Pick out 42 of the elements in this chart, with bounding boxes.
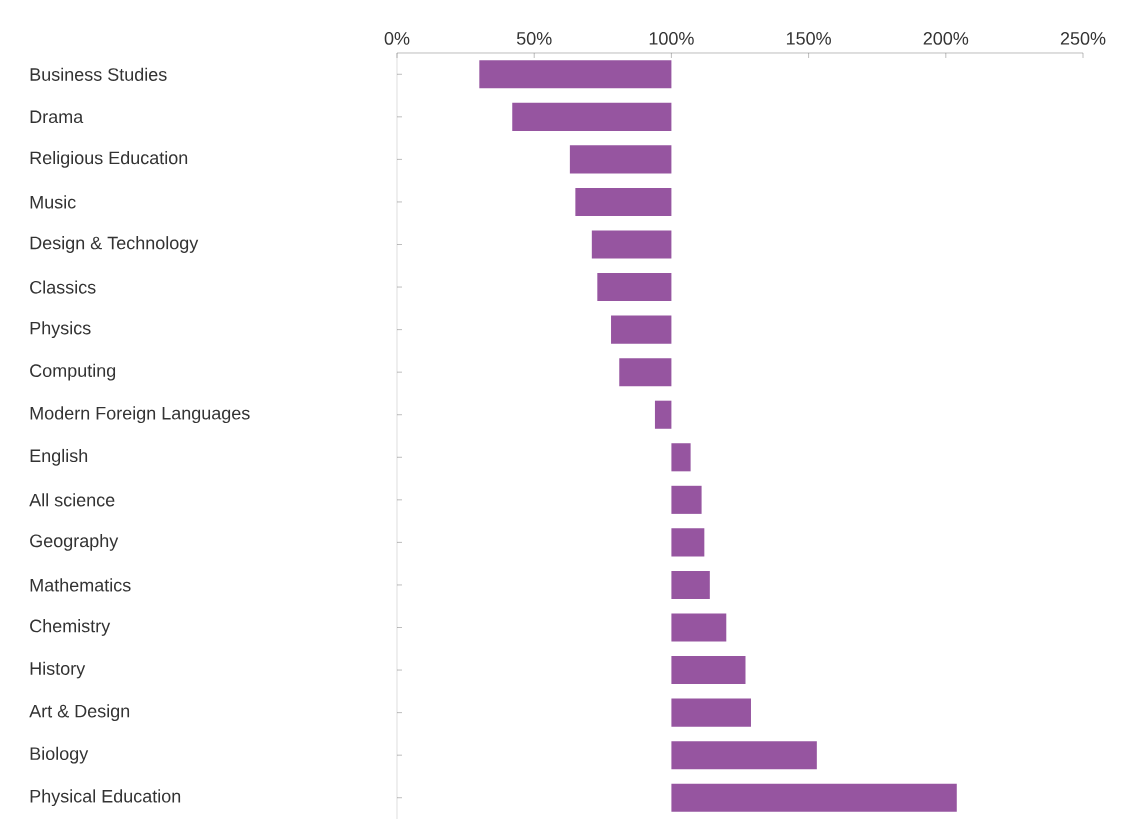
bar xyxy=(619,358,672,387)
y-tick-label: All science xyxy=(29,493,115,507)
y-tick-label: History xyxy=(30,661,86,679)
y-tick-label: Computing xyxy=(30,363,116,381)
bar xyxy=(591,230,672,259)
bar xyxy=(575,187,672,216)
x-tick-label: 150% xyxy=(786,32,831,45)
y-tick-label: Modern Foreign Languages xyxy=(30,406,250,424)
bar xyxy=(597,273,672,302)
y-tick-label: Art & Design xyxy=(29,704,130,722)
bar xyxy=(671,656,746,685)
y-tick-label: Geography xyxy=(30,534,119,551)
y-tick-label: English xyxy=(30,448,88,466)
x-tick-label: 250% xyxy=(1060,32,1106,45)
bar xyxy=(569,145,672,174)
x-tick-label: 0% xyxy=(384,32,410,45)
y-tick-label: Physics xyxy=(30,321,91,338)
bar xyxy=(671,443,691,472)
y-tick-label: Design & Technology xyxy=(30,236,199,253)
y-tick-label: Biology xyxy=(30,746,89,764)
x-tick-label: 100% xyxy=(649,32,694,45)
bar xyxy=(671,570,710,599)
y-tick-label: Chemistry xyxy=(30,619,111,636)
bar xyxy=(671,528,705,557)
bar xyxy=(671,613,727,642)
y-tick-label: Music xyxy=(30,195,76,209)
y-tick-label: Business Studies xyxy=(30,67,167,81)
bar xyxy=(671,741,817,770)
bar xyxy=(671,485,702,514)
bar xyxy=(611,315,672,344)
bar xyxy=(512,102,672,131)
y-tick-label: Classics xyxy=(30,280,96,294)
x-tick-label: 50% xyxy=(516,32,552,45)
bar xyxy=(654,400,672,429)
bar xyxy=(671,783,957,812)
bar xyxy=(479,60,672,89)
y-tick-label: Drama xyxy=(30,110,84,124)
y-tick-label: Physical Education xyxy=(30,789,181,807)
x-tick-label: 200% xyxy=(923,32,969,45)
y-tick-label: Religious Education xyxy=(30,151,188,168)
y-tick-label: Mathematics xyxy=(30,578,131,592)
bar xyxy=(671,698,751,727)
